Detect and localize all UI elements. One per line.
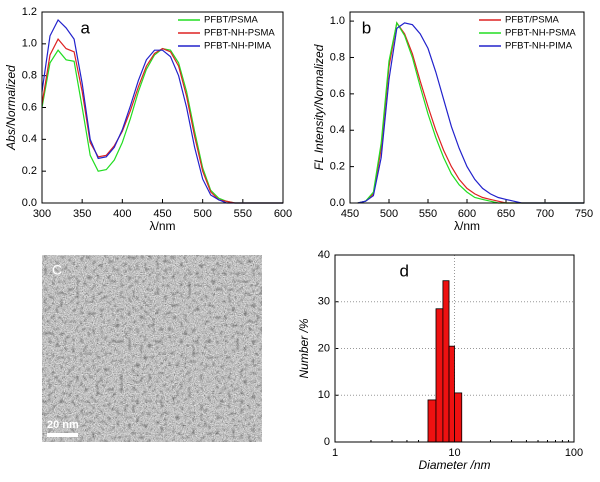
y-tick-label: 0.0 xyxy=(330,197,345,209)
x-tick-label: 350 xyxy=(73,208,91,220)
legend-label: PFBT/PSMA xyxy=(204,15,259,26)
y-tick-label: 0 xyxy=(324,436,330,448)
panel-label: d xyxy=(400,261,409,280)
bar xyxy=(427,399,437,443)
x-axis-label: λ/nm xyxy=(454,219,480,233)
plot-frame xyxy=(334,254,575,443)
bar xyxy=(442,280,450,443)
y-tick-label: 1.0 xyxy=(22,38,37,50)
y-tick-label: 0.2 xyxy=(330,161,345,173)
x-tick-label: 300 xyxy=(33,208,51,220)
y-tick-label: 0.2 xyxy=(22,165,37,177)
legend-label: PFBT-NH-PSMA xyxy=(204,28,275,39)
legend-label: PFBT/PSMA xyxy=(505,15,560,26)
x-tick-label: 550 xyxy=(419,208,437,220)
bar xyxy=(435,308,444,443)
legend-label: PFBT-NH-PIMA xyxy=(505,41,573,52)
bar xyxy=(448,345,455,443)
x-tick-label: 500 xyxy=(380,208,398,220)
y-tick-label: 40 xyxy=(318,249,330,261)
legend-label: PFBT-NH-PIMA xyxy=(204,41,272,52)
x-tick-label: 450 xyxy=(153,208,171,220)
bar xyxy=(454,392,463,443)
tem-image: C 20 nm xyxy=(42,255,262,442)
y-axis-label: FL Intensity/Normalized xyxy=(312,44,326,170)
scale-bar xyxy=(47,433,78,437)
y-tick-label: 30 xyxy=(318,296,330,308)
x-axis-label: λ/nm xyxy=(149,219,175,233)
y-tick-label: 0.0 xyxy=(22,197,37,209)
x-tick-label: 750 xyxy=(575,208,593,220)
y-tick-label: 0.6 xyxy=(22,101,37,113)
y-tick-label: 20 xyxy=(318,342,330,354)
x-tick-label: 550 xyxy=(234,208,252,220)
tem-particles xyxy=(42,255,262,442)
y-tick-label: 1.2 xyxy=(22,6,37,18)
x-tick-label: 650 xyxy=(497,208,515,220)
y-axis-label: Abs/Normalized xyxy=(4,65,18,151)
y-tick-label: 10 xyxy=(318,389,330,401)
y-tick-label: 0.4 xyxy=(330,124,345,136)
legend-label: PFBT-NH-PSMA xyxy=(505,28,576,39)
x-tick-label: 600 xyxy=(274,208,292,220)
y-tick-label: 0.8 xyxy=(22,70,37,82)
plot-frame xyxy=(349,11,585,204)
x-tick-label: 700 xyxy=(536,208,554,220)
plot-frame xyxy=(41,11,284,204)
scale-bar-label: 20 nm xyxy=(47,419,79,431)
y-axis-label: Number /% xyxy=(297,318,311,378)
y-tick-label: 0.4 xyxy=(22,133,37,145)
panel-label: b xyxy=(362,18,371,37)
y-tick-label: 1.0 xyxy=(330,15,345,27)
x-tick-label: 1 xyxy=(332,447,338,459)
panel-label: C xyxy=(52,262,62,278)
x-tick-label: 450 xyxy=(341,208,359,220)
x-tick-label: 10 xyxy=(448,447,460,459)
x-tick-label: 400 xyxy=(113,208,131,220)
panel-label: a xyxy=(81,18,91,37)
x-tick-label: 500 xyxy=(193,208,211,220)
y-tick-label: 0.6 xyxy=(330,88,345,100)
x-tick-label: 600 xyxy=(458,208,476,220)
y-tick-label: 0.8 xyxy=(330,51,345,63)
x-tick-label: 100 xyxy=(565,447,583,459)
x-axis-label: Diameter /nm xyxy=(418,458,490,472)
